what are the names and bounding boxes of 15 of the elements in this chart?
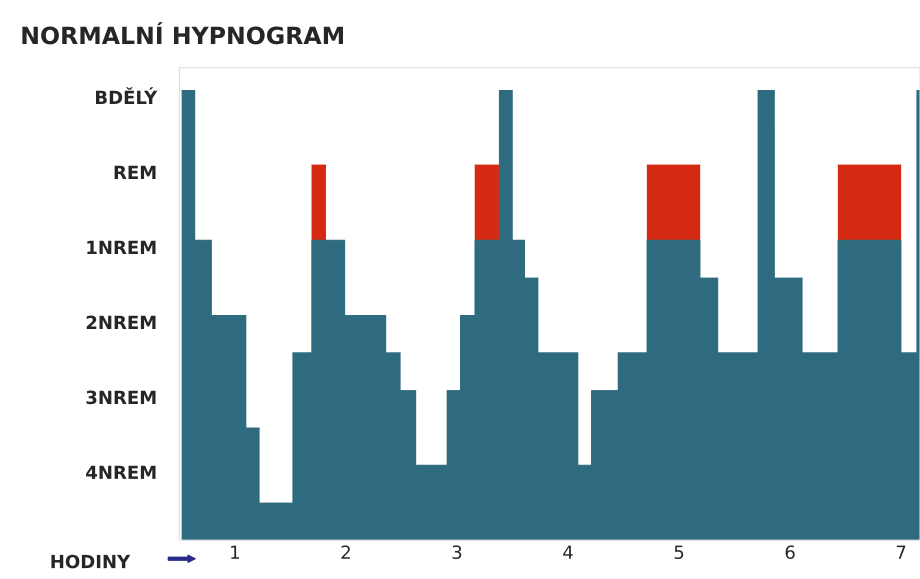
text: 4NREM — [86, 466, 156, 479]
text: REM — [114, 166, 156, 179]
x-tick-label: 6 — [786, 545, 795, 560]
x-axis-title: HODINY — [51, 554, 130, 568]
text: 3NREM — [86, 390, 156, 404]
text: 2NREM — [86, 316, 156, 329]
chart-title: NORMALNÍ HYPNOGRAM — [22, 22, 343, 44]
text: 1NREM — [87, 240, 156, 254]
text: BDĚLÝ — [96, 87, 158, 104]
x-tick-label: 2 — [342, 545, 350, 559]
x-tick-label: 5 — [674, 546, 684, 560]
x-tick-label: 4 — [563, 546, 573, 559]
x-tick-label: 1 — [231, 546, 239, 559]
x-tick-label: 3 — [452, 545, 462, 560]
x-tick-label: 7 — [896, 546, 906, 559]
